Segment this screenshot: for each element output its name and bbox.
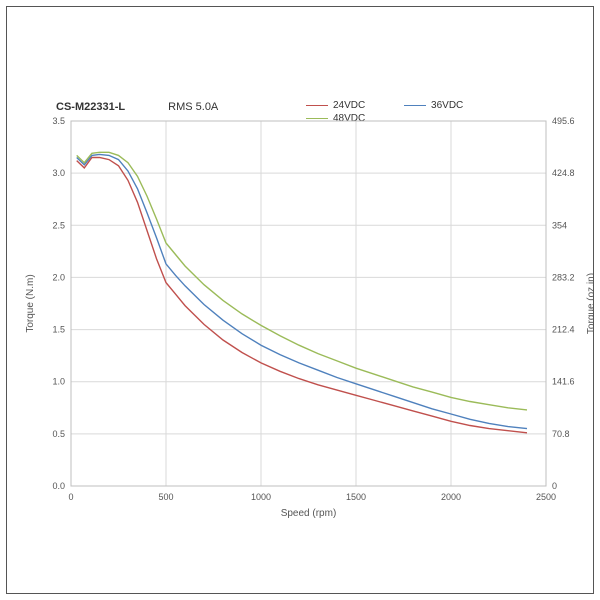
- chart-container: CS-M22331-L RMS 5.0A 24VDC 36VDC 48VDC 0…: [6, 6, 594, 594]
- svg-text:Torque (oz.in): Torque (oz.in): [586, 273, 594, 334]
- svg-text:354: 354: [552, 220, 567, 230]
- svg-text:70.8: 70.8: [552, 429, 570, 439]
- svg-text:2.5: 2.5: [52, 220, 65, 230]
- svg-text:424.8: 424.8: [552, 168, 575, 178]
- svg-text:3.0: 3.0: [52, 168, 65, 178]
- svg-text:212.4: 212.4: [552, 325, 575, 335]
- svg-text:Torque (N.m): Torque (N.m): [25, 274, 36, 332]
- svg-text:2.0: 2.0: [52, 272, 65, 282]
- svg-text:1.0: 1.0: [52, 377, 65, 387]
- series-24VDC: [77, 158, 527, 433]
- svg-text:Speed (rpm): Speed (rpm): [281, 508, 337, 519]
- svg-text:283.2: 283.2: [552, 272, 575, 282]
- svg-text:3.5: 3.5: [52, 116, 65, 126]
- svg-text:0: 0: [68, 492, 73, 502]
- svg-text:0: 0: [552, 481, 557, 491]
- chart-svg: 0.000.570.81.0141.61.5212.42.0283.22.535…: [6, 6, 594, 594]
- svg-text:495.6: 495.6: [552, 116, 575, 126]
- svg-text:0.0: 0.0: [52, 481, 65, 491]
- svg-text:1000: 1000: [251, 492, 271, 502]
- svg-text:1.5: 1.5: [52, 325, 65, 335]
- svg-text:1500: 1500: [346, 492, 366, 502]
- svg-text:500: 500: [158, 492, 173, 502]
- series-48VDC: [77, 152, 527, 410]
- svg-text:141.6: 141.6: [552, 377, 575, 387]
- svg-text:2000: 2000: [441, 492, 461, 502]
- svg-text:0.5: 0.5: [52, 429, 65, 439]
- series-36VDC: [77, 154, 527, 428]
- svg-text:2500: 2500: [536, 492, 556, 502]
